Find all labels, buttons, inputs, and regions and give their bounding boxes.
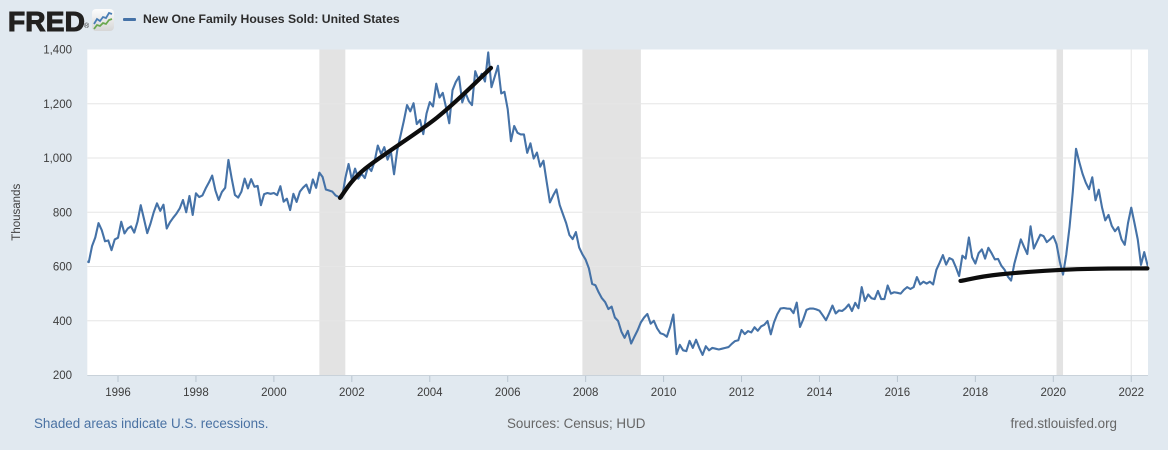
x-axis-label-2002: 2002	[339, 387, 365, 399]
legend-line-marker	[123, 18, 136, 21]
x-axis-label-2018: 2018	[963, 387, 989, 399]
x-axis-label-2008: 2008	[573, 387, 599, 399]
y-axis-label-1400: 1,400	[43, 45, 72, 57]
trend-line-2017-2022[interactable]	[958, 266, 1150, 283]
y-axis-label-200: 200	[53, 370, 72, 382]
x-axis-label-2006: 2006	[495, 387, 521, 399]
y-axis-label-1000: 1,000	[43, 153, 72, 165]
sources-text: Sources: Census; HUD	[507, 416, 646, 431]
data-series-line[interactable]	[86, 51, 1148, 356]
y-axis-label-400: 400	[53, 316, 72, 328]
trend-line-2002-2005[interactable]	[337, 65, 494, 200]
x-axis-label-2010: 2010	[651, 387, 677, 399]
x-axis-label-2000: 2000	[261, 387, 287, 399]
x-axis-label-1998: 1998	[183, 387, 209, 399]
fred-logo[interactable]: FRED	[7, 5, 86, 37]
x-axis-label-2014: 2014	[807, 387, 833, 399]
x-axis-label-2012: 2012	[729, 387, 755, 399]
registered-trademark-icon: ®	[84, 23, 90, 30]
recession-note-link[interactable]: Shaded areas indicate U.S. recessions.	[34, 416, 269, 431]
x-axis-label-2020: 2020	[1041, 387, 1067, 399]
y-axis-title: Thousands	[11, 184, 23, 241]
chart-header: FRED ® New One Family Houses Sold: Unite…	[0, 0, 1168, 40]
sparkline-icon	[92, 9, 114, 31]
y-axis-label-600: 600	[53, 262, 72, 274]
x-axis-label-2004: 2004	[417, 387, 443, 399]
fred-site-link[interactable]: fred.stlouisfed.org	[1010, 416, 1117, 431]
x-axis-label-2022: 2022	[1118, 387, 1144, 399]
x-axis-label-2016: 2016	[885, 387, 911, 399]
legend-series-label[interactable]: New One Family Houses Sold: United State…	[143, 12, 400, 26]
x-axis-label-1996: 1996	[105, 387, 131, 399]
y-axis-label-1200: 1,200	[43, 99, 72, 111]
y-axis-label-800: 800	[53, 207, 72, 219]
